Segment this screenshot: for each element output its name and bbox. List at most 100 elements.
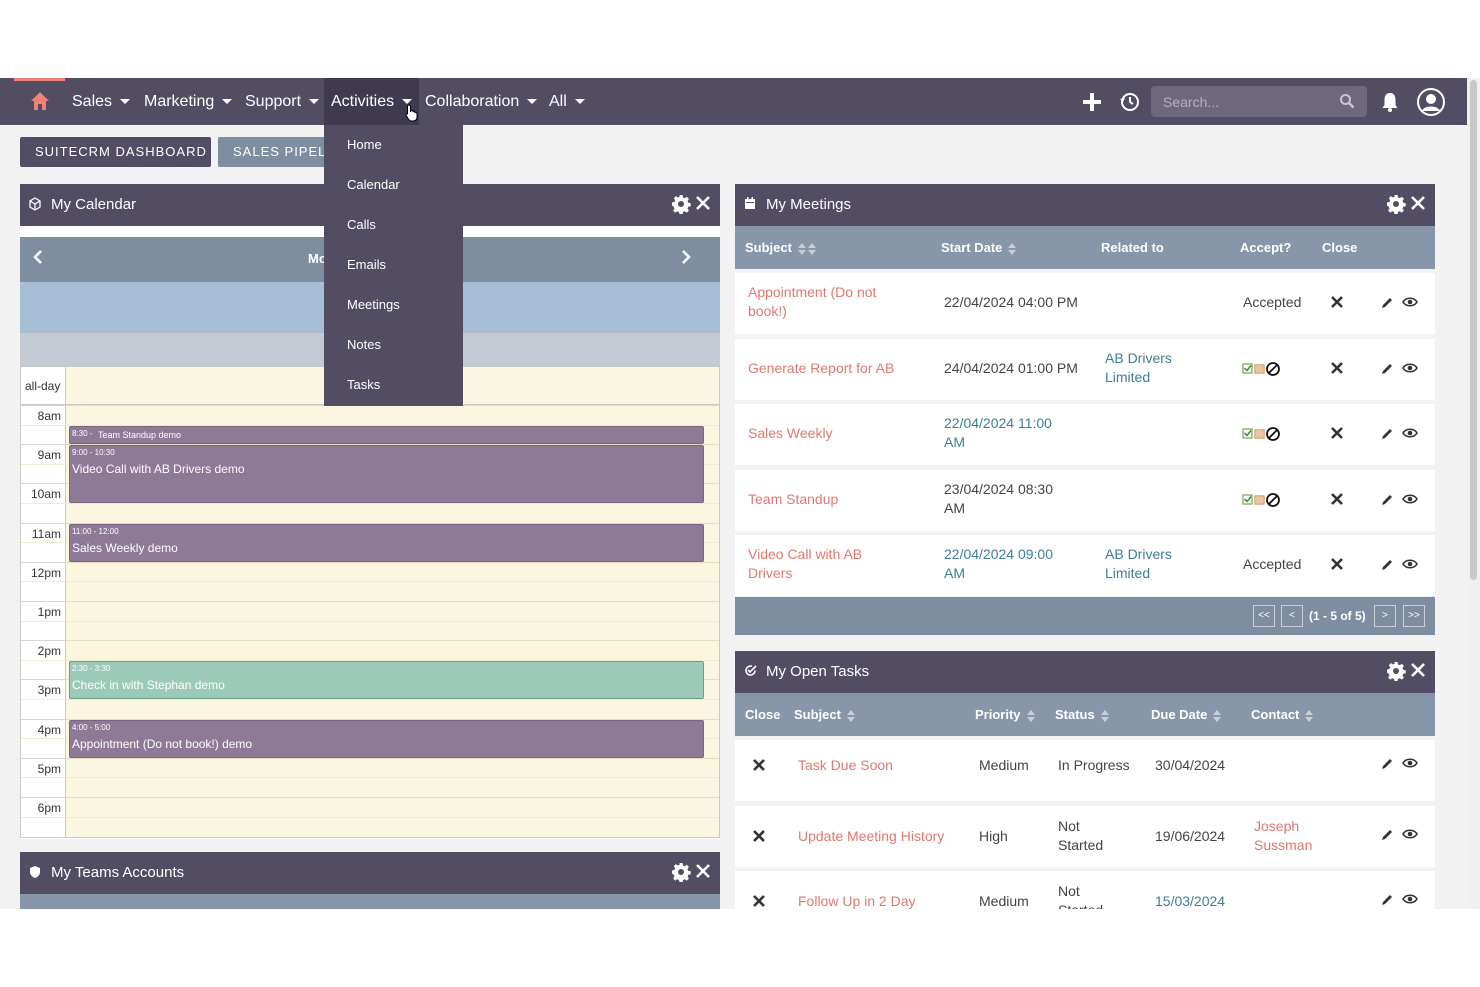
column-contact[interactable]: Contact xyxy=(1251,693,1314,736)
close-icon[interactable] xyxy=(695,195,711,211)
menu-item-tasks[interactable]: Tasks xyxy=(347,377,381,392)
gutter-gridline xyxy=(21,444,66,446)
close-task-icon[interactable] xyxy=(752,758,766,777)
pager-last-button[interactable]: >> xyxy=(1403,605,1425,627)
column-due-date[interactable]: Due Date xyxy=(1151,693,1222,736)
menu-item-home[interactable]: Home xyxy=(347,137,382,152)
accept-options-icon[interactable] xyxy=(1242,361,1280,382)
half-hour-gridline xyxy=(21,816,719,818)
view-eye-icon[interactable] xyxy=(1402,361,1418,380)
gutter-gridline xyxy=(21,797,66,798)
task-contact-link[interactable]: Joseph Sussman xyxy=(1254,817,1313,853)
meeting-subject-link[interactable]: Team Standup xyxy=(748,490,839,507)
task-priority: Medium xyxy=(979,757,1029,773)
pager-prev-button[interactable]: < xyxy=(1281,605,1303,627)
column-subject[interactable]: Subject xyxy=(745,226,816,269)
gear-icon[interactable] xyxy=(671,862,691,882)
meeting-related-link[interactable]: AB Drivers Limited xyxy=(1105,349,1172,385)
edit-pencil-icon[interactable] xyxy=(1380,295,1394,314)
history-icon[interactable] xyxy=(1118,90,1142,114)
hand-cursor-icon xyxy=(405,104,418,122)
edit-pencil-icon[interactable] xyxy=(1380,426,1394,445)
edit-pencil-icon[interactable] xyxy=(1380,492,1394,511)
edit-pencil-icon[interactable] xyxy=(1380,827,1394,846)
pager-first-button[interactable]: << xyxy=(1253,605,1275,627)
close-meeting-icon[interactable] xyxy=(1330,295,1344,314)
view-eye-icon[interactable] xyxy=(1402,756,1418,775)
menu-item-emails[interactable]: Emails xyxy=(347,257,387,272)
edit-pencil-icon[interactable] xyxy=(1380,557,1394,576)
close-meeting-icon[interactable] xyxy=(1330,492,1344,511)
pager-next-button[interactable]: > xyxy=(1374,605,1396,627)
nav-all[interactable]: All xyxy=(549,78,585,125)
chevron-left-icon[interactable] xyxy=(32,249,44,265)
close-task-icon[interactable] xyxy=(752,894,766,909)
nav-sales[interactable]: Sales xyxy=(72,78,131,125)
close-icon[interactable] xyxy=(1410,662,1426,678)
meeting-subject-link[interactable]: Sales Weekly xyxy=(748,425,833,441)
meeting-subject-link[interactable]: Generate Report for AB xyxy=(748,359,895,376)
nav-marketing[interactable]: Marketing xyxy=(144,78,233,125)
menu-item-notes[interactable]: Notes xyxy=(347,337,381,352)
gear-icon[interactable] xyxy=(1386,661,1406,681)
calendar-event[interactable]: 4:00 - 5:00 Appointment (Do not book!) de… xyxy=(69,719,704,758)
table-row: Update Meeting History High Not Started 19/… xyxy=(735,805,1435,867)
task-subject-link[interactable]: Follow Up in 2 Day xyxy=(798,893,916,909)
hour-gridline xyxy=(21,718,719,720)
nav-accent-bar xyxy=(14,78,65,81)
nav-support[interactable]: Support xyxy=(245,78,320,125)
view-eye-icon[interactable] xyxy=(1402,295,1418,314)
calendar-event[interactable]: 9:00 - 10:30 Video Call with AB Drivers d… xyxy=(69,445,704,503)
meeting-subject-link[interactable]: Appointment (Do not book!) xyxy=(748,284,877,319)
close-icon[interactable] xyxy=(1410,195,1426,211)
plus-icon[interactable] xyxy=(1080,90,1104,114)
close-task-icon[interactable] xyxy=(752,829,766,848)
close-icon[interactable] xyxy=(695,863,711,879)
gutter-gridline xyxy=(21,718,66,720)
view-eye-icon[interactable] xyxy=(1402,426,1418,445)
nav-activities[interactable]: Activities xyxy=(324,78,420,125)
bell-icon[interactable] xyxy=(1378,90,1402,114)
view-eye-icon[interactable] xyxy=(1402,827,1418,846)
column-priority[interactable]: Priority xyxy=(975,693,1035,736)
close-meeting-icon[interactable] xyxy=(1330,557,1344,576)
tasks-title: My Open Tasks xyxy=(766,663,870,680)
edit-pencil-icon[interactable] xyxy=(1380,361,1394,380)
chevron-right-icon[interactable] xyxy=(680,249,692,265)
view-eye-icon[interactable] xyxy=(1402,892,1418,909)
column-status[interactable]: Status xyxy=(1055,693,1109,736)
calendar-event[interactable]: 8:30 - Team Standup demo xyxy=(69,425,704,445)
calendar-event[interactable]: 2:30 - 3:30 Check in with Stephan demo xyxy=(69,660,704,699)
calendar-event[interactable]: 11:00 - 12:00 Sales Weekly demo xyxy=(69,523,704,562)
close-meeting-icon[interactable] xyxy=(1330,426,1344,445)
menu-item-calls[interactable]: Calls xyxy=(347,217,376,232)
accept-options-icon[interactable] xyxy=(1242,426,1280,447)
view-eye-icon[interactable] xyxy=(1402,492,1418,511)
user-avatar-icon[interactable] xyxy=(1416,87,1446,117)
close-meeting-icon[interactable] xyxy=(1330,361,1344,380)
tasks-header: My Open Tasks xyxy=(735,651,1435,693)
column-subject[interactable]: Subject xyxy=(794,693,855,736)
accept-options-icon[interactable] xyxy=(1242,492,1280,513)
menu-item-calendar[interactable]: Calendar xyxy=(347,177,400,192)
gear-icon[interactable] xyxy=(1386,194,1406,214)
scrollbar-thumb[interactable] xyxy=(1470,80,1477,580)
meeting-subject-link[interactable]: Video Call with AB Drivers xyxy=(748,546,863,581)
meeting-start-date: 22/04/2024 11:00 AM xyxy=(944,415,1052,450)
search-input[interactable] xyxy=(1151,86,1331,117)
task-subject-link[interactable]: Update Meeting History xyxy=(798,827,945,844)
search-icon[interactable] xyxy=(1339,93,1355,109)
nav-collaboration[interactable]: Collaboration xyxy=(425,78,538,125)
home-icon[interactable] xyxy=(29,90,51,112)
half-hour-gridline xyxy=(21,581,719,583)
tab-suitecrm-dashboard[interactable]: SUITECRM DASHBOARD xyxy=(20,137,211,167)
vertical-scrollbar[interactable] xyxy=(1467,78,1480,909)
meeting-related-link[interactable]: AB Drivers Limited xyxy=(1105,546,1172,581)
column-start-date[interactable]: Start Date xyxy=(941,226,1017,269)
view-eye-icon[interactable] xyxy=(1402,557,1418,576)
edit-pencil-icon[interactable] xyxy=(1380,892,1394,909)
gear-icon[interactable] xyxy=(671,194,691,214)
task-subject-link[interactable]: Task Due Soon xyxy=(798,757,893,773)
edit-pencil-icon[interactable] xyxy=(1380,756,1394,775)
menu-item-meetings[interactable]: Meetings xyxy=(347,297,400,312)
